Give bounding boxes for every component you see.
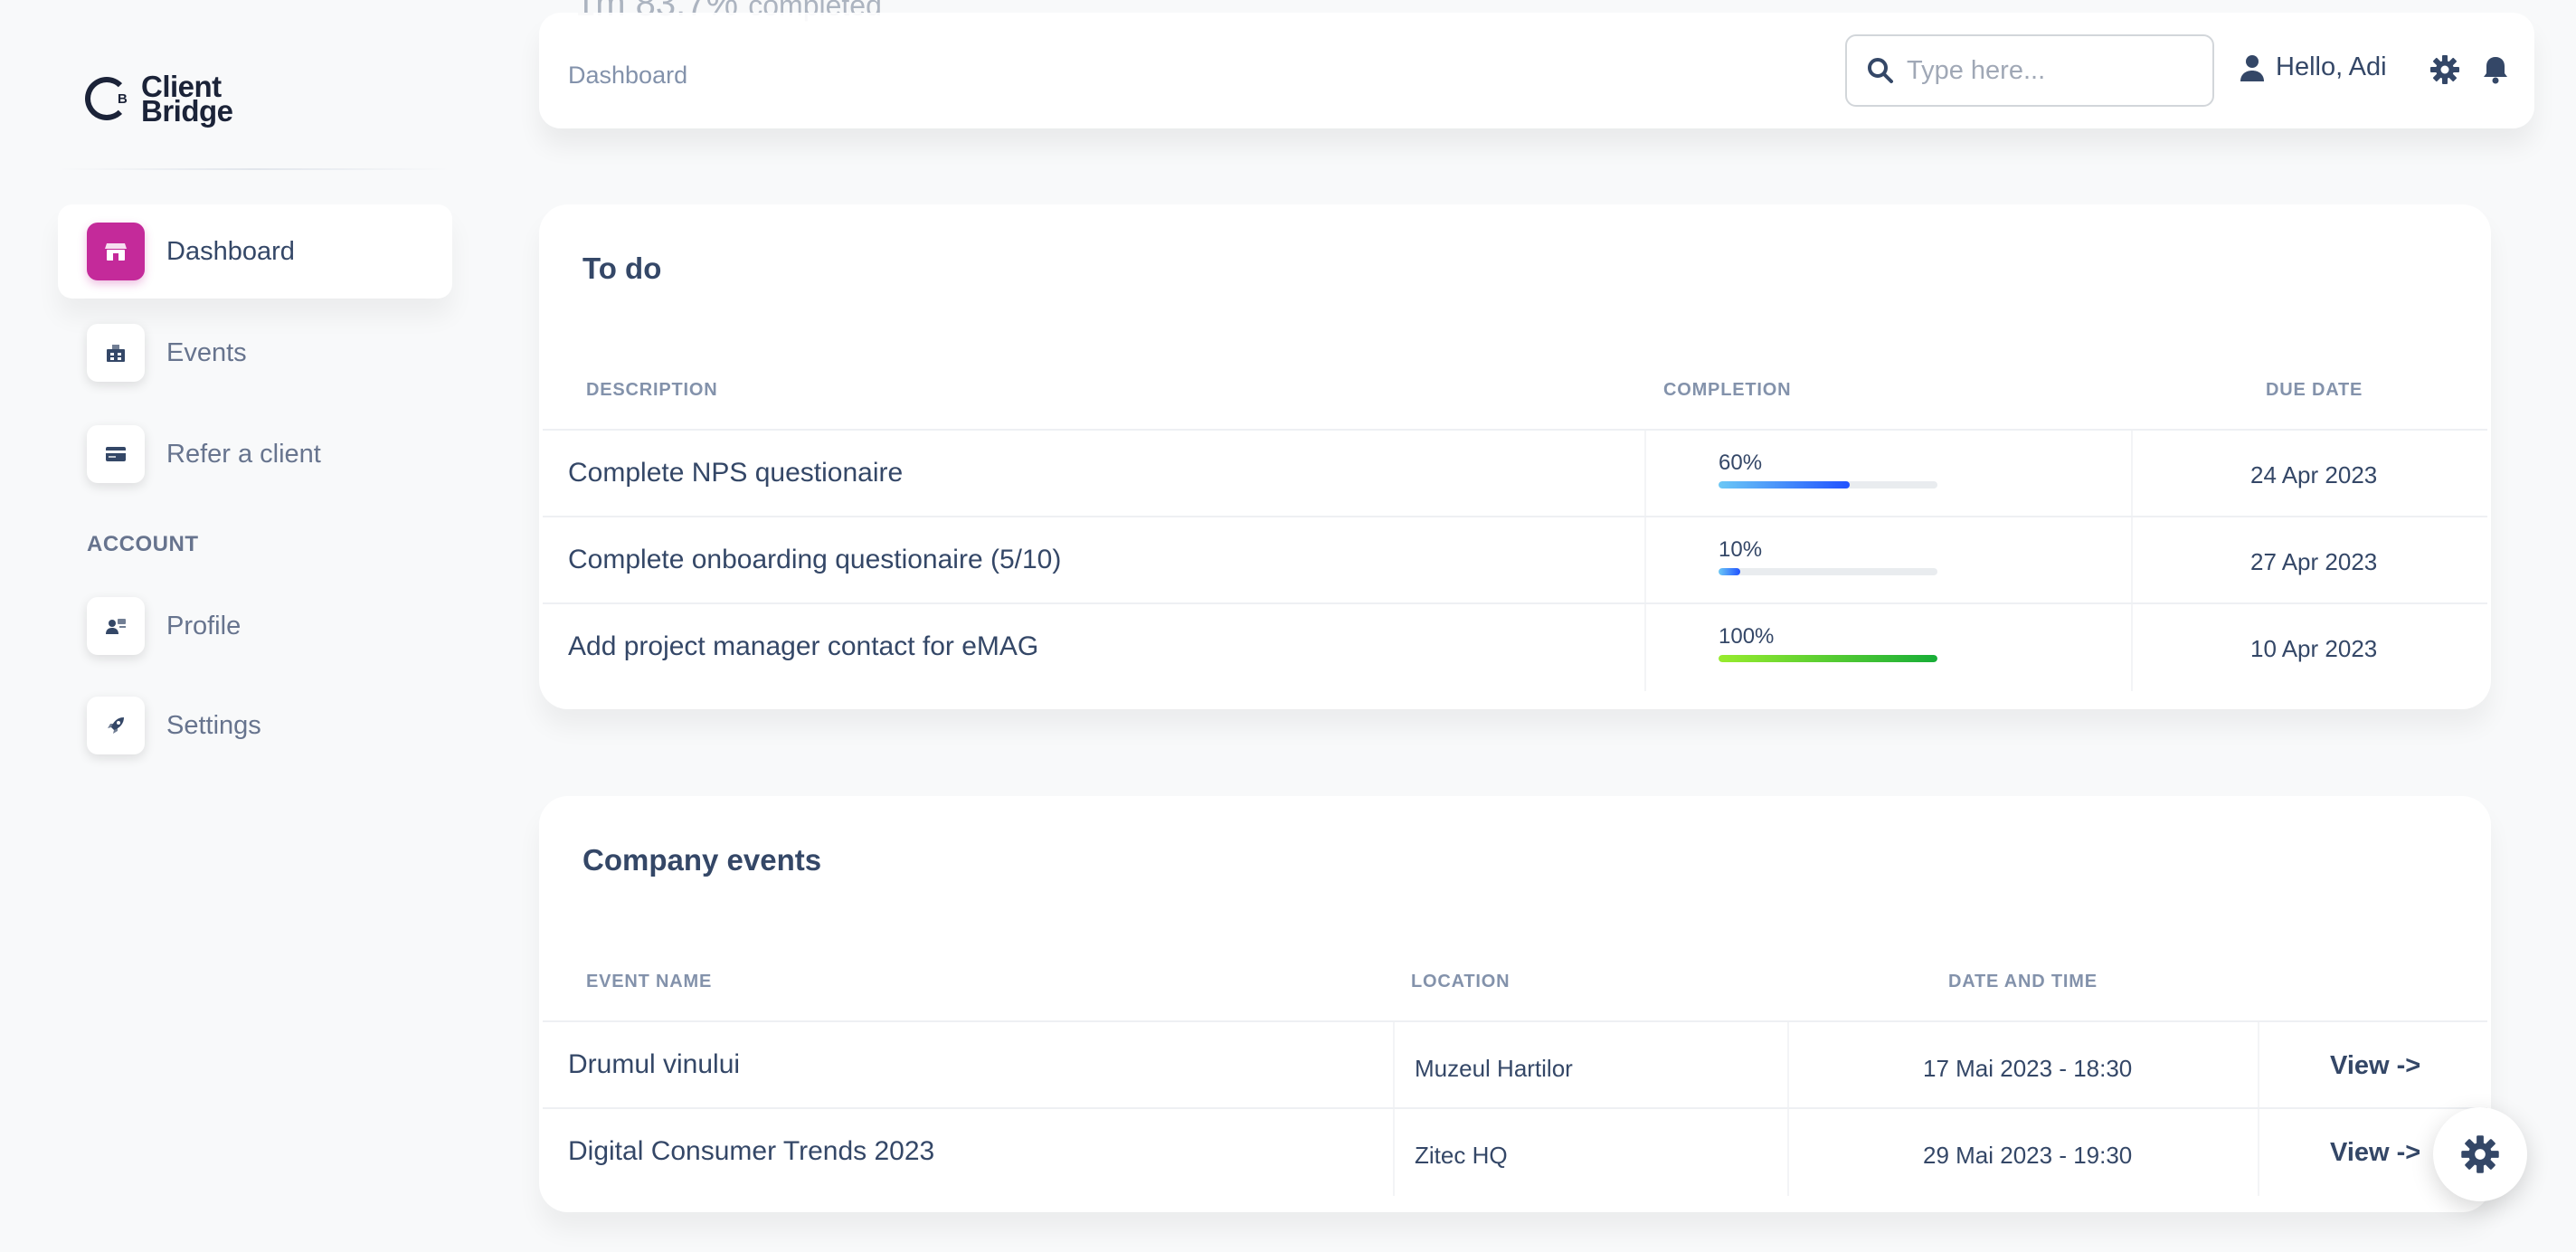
todo-header-due-date: DUE DATE	[2266, 380, 2363, 400]
table-row[interactable]: Complete NPS questionaire 60% 24 Apr 202…	[543, 429, 2487, 517]
table-row[interactable]: Complete onboarding questionaire (5/10) …	[543, 516, 2487, 604]
sidebar-item-label: Refer a client	[166, 439, 321, 469]
events-header-location: LOCATION	[1411, 972, 1511, 991]
event-name: Digital Consumer Trends 2023	[568, 1136, 935, 1166]
progress-fill	[1719, 481, 1851, 488]
events-card: Company events EVENT NAME LOCATION DATE …	[539, 796, 2491, 1212]
sidebar-item-settings[interactable]: Settings	[58, 678, 452, 773]
sidebar-divider	[58, 168, 450, 170]
table-row[interactable]: Add project manager contact for eMAG 100…	[543, 602, 2487, 691]
view-event-link[interactable]: View ->	[2330, 1138, 2421, 1167]
gear-icon	[2461, 1135, 2499, 1173]
table-row[interactable]: Digital Consumer Trends 2023 Zitec HQ 29…	[543, 1107, 2487, 1196]
office-icon	[87, 324, 145, 382]
logo-mark-icon: B	[85, 75, 132, 122]
todo-card: To do DESCRIPTION COMPLETION DUE DATE Co…	[539, 204, 2491, 709]
view-event-link[interactable]: View ->	[2330, 1051, 2421, 1080]
progress-track	[1719, 568, 1937, 575]
events-header-datetime: DATE AND TIME	[1948, 972, 2098, 991]
progress-fill	[1719, 655, 1937, 662]
todo-title: To do	[582, 251, 662, 285]
account-section-heading: ACCOUNT	[87, 532, 199, 556]
customer-support-icon	[87, 597, 145, 655]
sidebar-item-events[interactable]: Events	[58, 306, 452, 400]
sidebar-item-label: Dashboard	[166, 236, 295, 266]
event-location: Muzeul Hartilor	[1415, 1055, 1573, 1082]
table-row[interactable]: Drumul vinului Muzeul Hartilor 17 Mai 20…	[543, 1020, 2487, 1109]
progress-fill	[1719, 568, 1741, 575]
progress-track	[1719, 655, 1937, 662]
events-header-name: EVENT NAME	[586, 972, 713, 991]
todo-description: Add project manager contact for eMAG	[568, 631, 1039, 661]
todo-due-date: 27 Apr 2023	[2250, 548, 2378, 575]
sidebar-item-label: Profile	[166, 611, 242, 640]
todo-header-description: DESCRIPTION	[586, 380, 718, 400]
sidebar-item-refer-a-client[interactable]: Refer a client	[58, 407, 452, 501]
gear-icon[interactable]	[2429, 54, 2460, 85]
brand-name-line2: Bridge	[141, 94, 233, 128]
event-name: Drumul vinului	[568, 1049, 741, 1079]
todo-description: Complete NPS questionaire	[568, 458, 904, 488]
bell-icon[interactable]	[2480, 54, 2511, 85]
search-input[interactable]	[1907, 55, 2196, 86]
todo-due-date: 10 Apr 2023	[2250, 635, 2378, 662]
credit-card-icon	[87, 425, 145, 483]
user-greeting: Hello, Adi	[2276, 52, 2387, 81]
progress-track	[1719, 481, 1937, 488]
shop-icon	[87, 223, 145, 280]
user-menu[interactable]: Hello, Adi	[2240, 52, 2387, 82]
brand-logo[interactable]: B Client Bridge	[85, 70, 233, 128]
search-box[interactable]	[1845, 34, 2214, 107]
completion-progress: 100%	[1719, 624, 1939, 662]
completion-progress: 60%	[1719, 451, 1939, 488]
todo-due-date: 24 Apr 2023	[2250, 461, 2378, 488]
completion-value: 10%	[1719, 537, 1763, 562]
completion-progress: 10%	[1719, 537, 1939, 575]
event-datetime: 17 Mai 2023 - 18:30	[1923, 1055, 2133, 1082]
brand-name-line1: Client	[141, 70, 222, 103]
brand-name: Client Bridge	[141, 70, 233, 128]
sidebar: B Client Bridge Dashboard Events Refer	[0, 0, 488, 1252]
logo-mark-letter: B	[118, 91, 128, 107]
event-location: Zitec HQ	[1415, 1142, 1508, 1169]
rocket-icon	[87, 697, 145, 754]
completion-value: 100%	[1719, 624, 1775, 649]
event-datetime: 29 Mai 2023 - 19:30	[1923, 1142, 2133, 1169]
todo-header-completion: COMPLETION	[1663, 380, 1792, 400]
top-navbar: Dashboard Hello, Adi	[539, 13, 2534, 128]
search-icon	[1868, 58, 1893, 83]
sidebar-item-profile[interactable]: Profile	[58, 579, 452, 673]
todo-description: Complete onboarding questionaire (5/10)	[568, 545, 1062, 574]
sidebar-item-dashboard[interactable]: Dashboard	[58, 204, 452, 299]
breadcrumb[interactable]: Dashboard	[568, 62, 688, 89]
user-icon	[2240, 54, 2264, 81]
completion-value: 60%	[1719, 451, 1763, 475]
sidebar-item-label: Events	[166, 337, 247, 367]
events-title: Company events	[582, 843, 822, 877]
sidebar-item-label: Settings	[166, 710, 261, 740]
configurator-button[interactable]	[2433, 1107, 2527, 1201]
